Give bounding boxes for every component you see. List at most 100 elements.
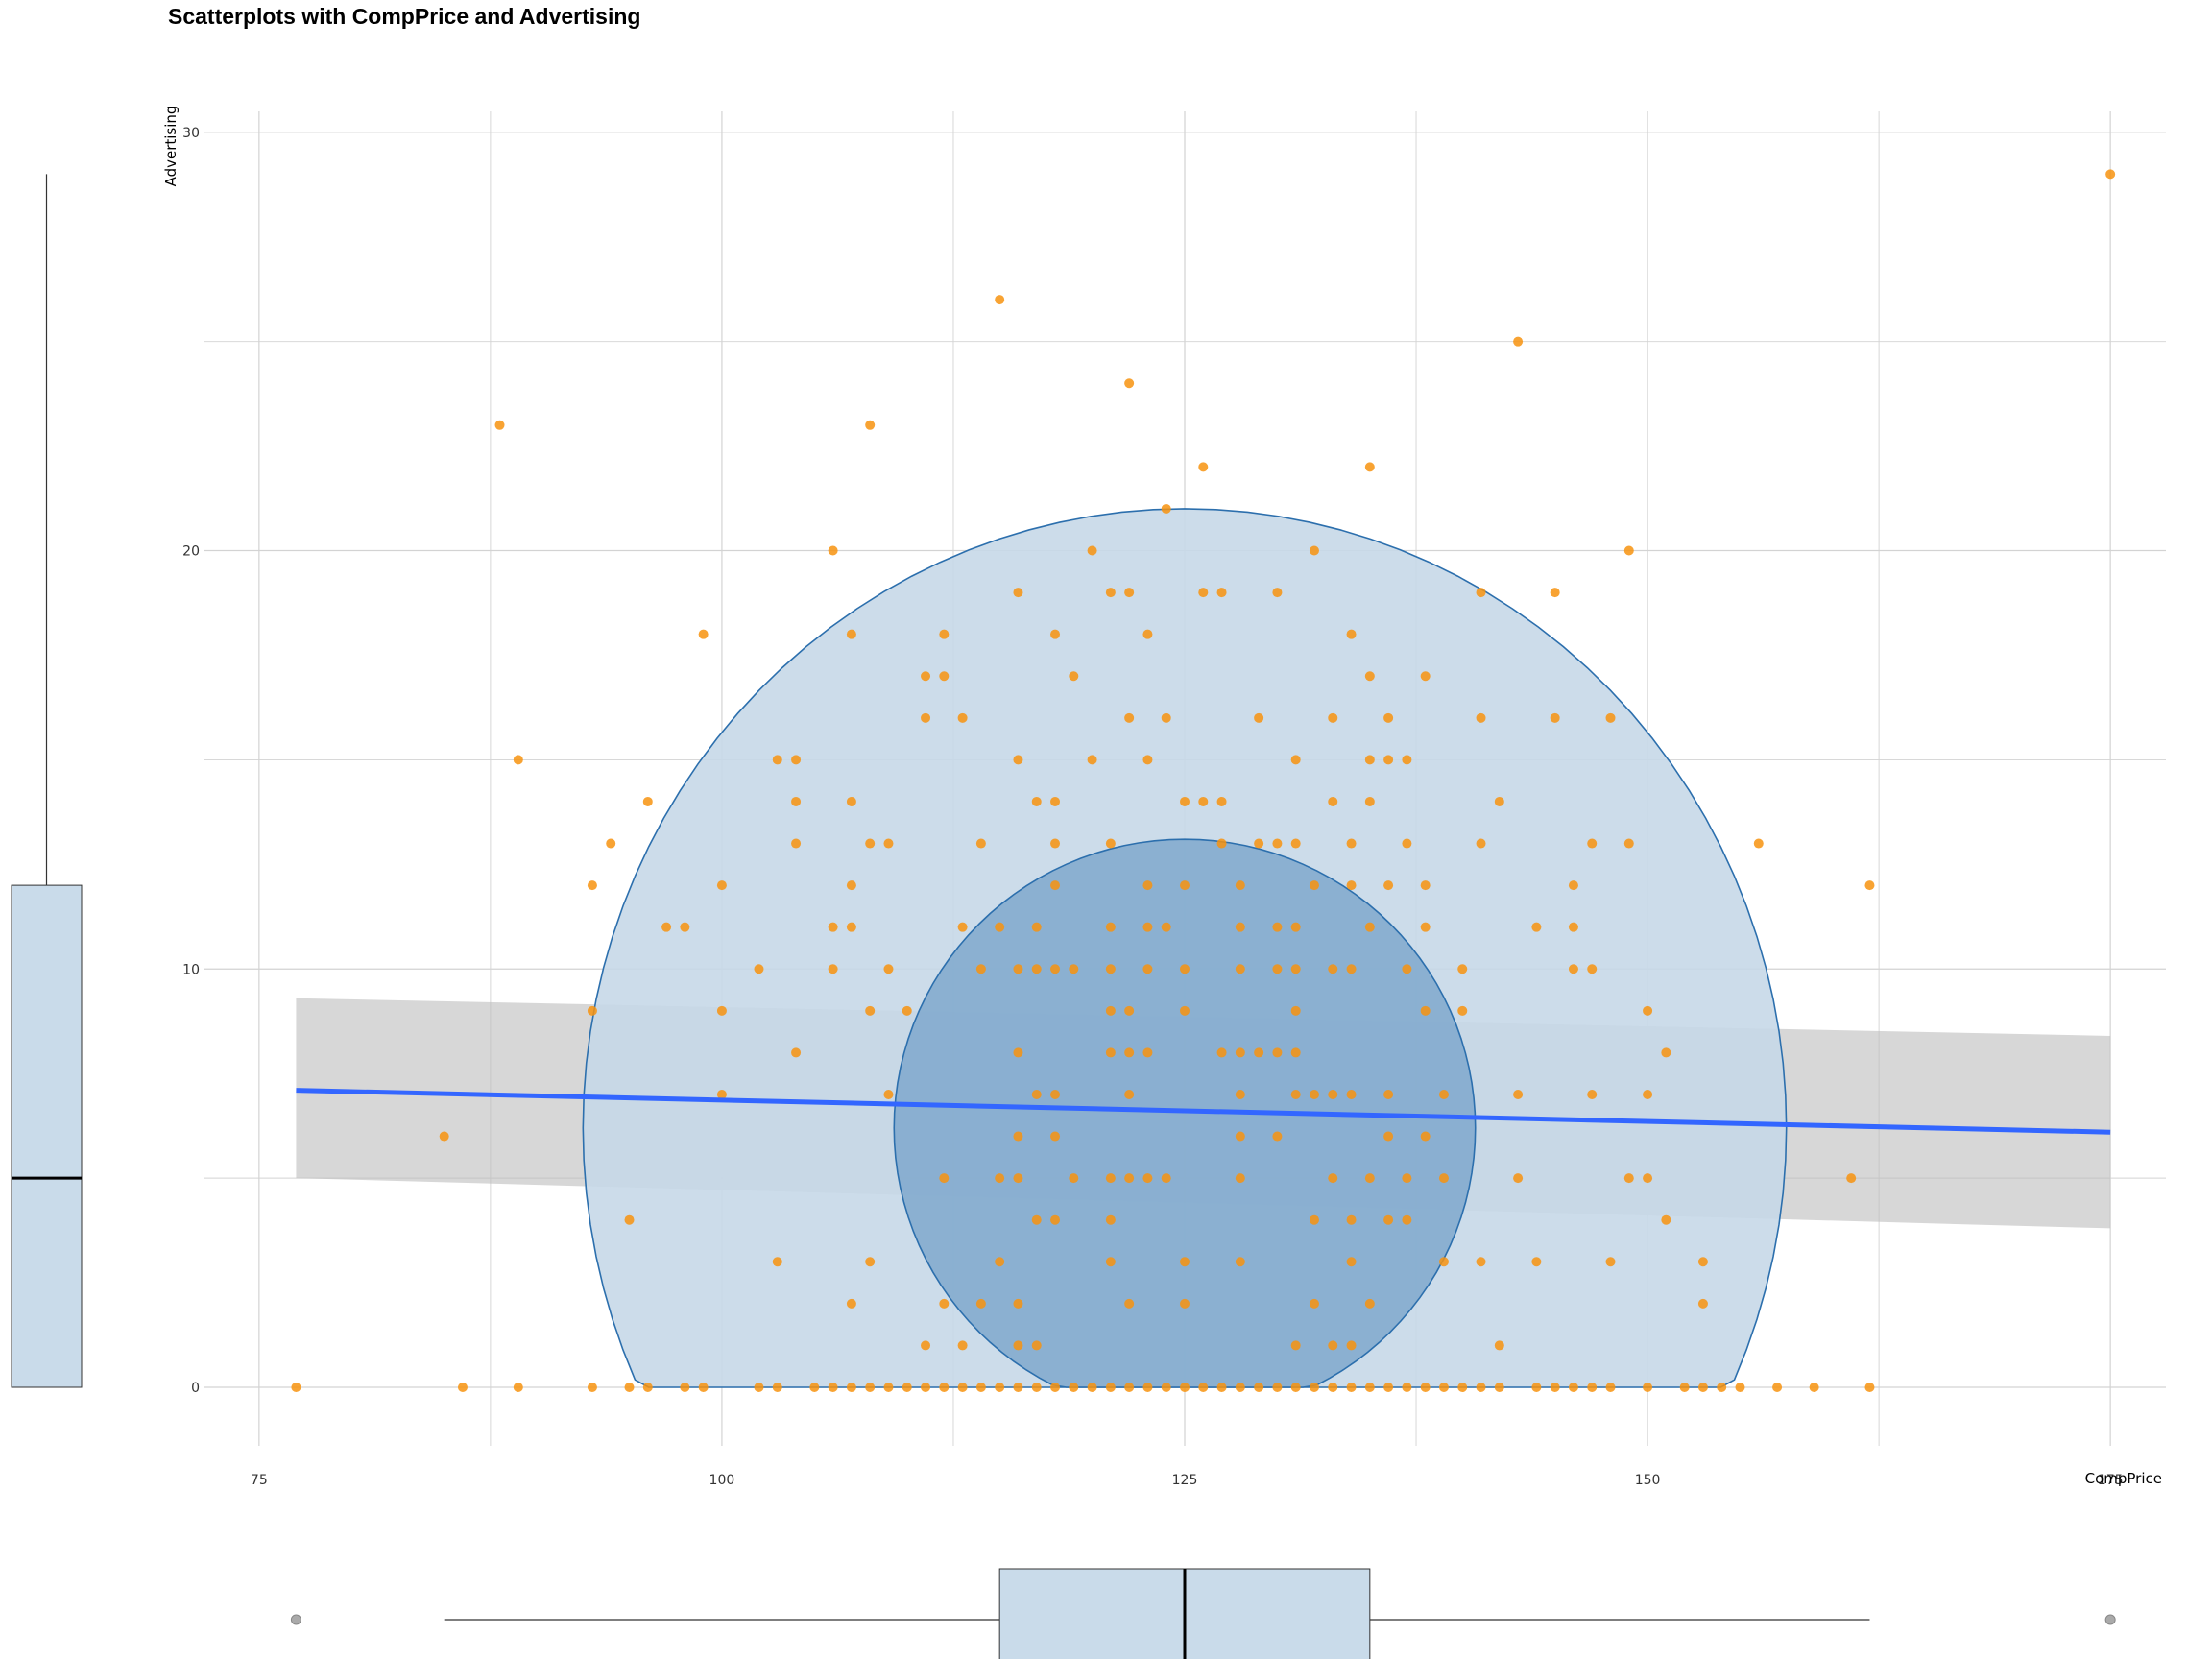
data-point <box>1142 922 1153 932</box>
data-point <box>1605 1257 1616 1267</box>
data-point <box>1050 880 1061 891</box>
data-point <box>1013 1298 1023 1309</box>
data-point <box>1290 1005 1301 1016</box>
data-point <box>995 295 1005 305</box>
y-box <box>11 884 83 1388</box>
data-point <box>1643 1089 1653 1099</box>
data-point <box>1013 1047 1023 1058</box>
data-point <box>1254 838 1264 849</box>
data-point <box>1346 964 1357 974</box>
data-point <box>1216 796 1227 806</box>
data-point <box>1476 1382 1486 1392</box>
data-point <box>1161 1382 1171 1392</box>
y-tick-label: 0 <box>191 1381 200 1396</box>
data-point <box>716 880 727 891</box>
data-point <box>1050 964 1061 974</box>
data-point <box>1290 1047 1301 1058</box>
data-point <box>1364 1382 1375 1392</box>
data-point <box>1568 964 1578 974</box>
data-point <box>1050 796 1061 806</box>
data-point <box>1364 1298 1375 1309</box>
data-point <box>1124 1298 1135 1309</box>
data-point <box>1457 964 1468 974</box>
data-point <box>1142 755 1153 765</box>
data-point <box>1383 712 1394 723</box>
data-point <box>939 671 950 682</box>
data-point <box>1235 964 1245 974</box>
data-point <box>1124 1089 1135 1099</box>
data-point <box>1402 1382 1412 1392</box>
data-point <box>1513 1173 1524 1184</box>
data-point <box>1309 1382 1319 1392</box>
data-point <box>1328 964 1338 974</box>
data-point <box>1272 964 1283 974</box>
data-point <box>624 1214 635 1225</box>
data-point <box>1476 712 1486 723</box>
data-point <box>1328 1382 1338 1392</box>
data-point <box>1364 671 1375 682</box>
data-point <box>1180 880 1190 891</box>
data-point <box>1235 922 1245 932</box>
data-point <box>1513 1089 1524 1099</box>
data-point <box>1050 1382 1061 1392</box>
data-point <box>957 1340 968 1351</box>
data-point <box>846 629 856 639</box>
data-point <box>1254 1382 1264 1392</box>
data-point <box>1272 838 1283 849</box>
data-point <box>1105 588 1116 598</box>
x-box-outlier <box>2104 1614 2116 1625</box>
data-point <box>939 1382 950 1392</box>
data-point <box>1272 922 1283 932</box>
x-marginal-boxplot <box>290 1568 2116 1659</box>
data-point <box>1328 1089 1338 1099</box>
data-point <box>716 1089 727 1099</box>
data-point <box>1235 1382 1245 1392</box>
data-point <box>1328 796 1338 806</box>
data-point <box>1142 629 1153 639</box>
data-point <box>1717 1382 1727 1392</box>
data-point <box>1309 1298 1319 1309</box>
data-point <box>1254 1047 1264 1058</box>
data-point <box>1809 1382 1819 1392</box>
data-point <box>1309 1214 1319 1225</box>
data-point <box>1364 922 1375 932</box>
data-point <box>1623 1173 1634 1184</box>
data-point <box>939 629 950 639</box>
data-point <box>883 838 894 849</box>
data-point <box>1290 964 1301 974</box>
data-point <box>957 712 968 723</box>
data-point <box>1050 629 1061 639</box>
data-point <box>1124 1382 1135 1392</box>
data-point <box>1568 1382 1578 1392</box>
data-point <box>1235 1047 1245 1058</box>
data-point <box>1235 1089 1245 1099</box>
data-point <box>921 1340 931 1351</box>
data-point <box>698 1382 709 1392</box>
data-point <box>772 1382 782 1392</box>
data-point <box>1402 1173 1412 1184</box>
data-point <box>1235 1131 1245 1142</box>
data-point <box>1124 1005 1135 1016</box>
data-point <box>661 922 672 932</box>
data-point <box>995 922 1005 932</box>
data-point <box>809 1382 820 1392</box>
data-point <box>1328 1173 1338 1184</box>
data-point <box>1216 1382 1227 1392</box>
data-point <box>1476 1257 1486 1267</box>
data-point <box>1438 1089 1449 1099</box>
data-point <box>1031 796 1042 806</box>
data-point <box>1513 336 1524 347</box>
data-point <box>1198 1382 1209 1392</box>
data-point <box>1531 922 1542 932</box>
data-point <box>1623 838 1634 849</box>
data-point <box>1254 712 1264 723</box>
data-point <box>1290 1382 1301 1392</box>
data-point <box>606 838 616 849</box>
data-point <box>1383 1382 1394 1392</box>
data-point <box>1420 1131 1431 1142</box>
data-point <box>1087 545 1097 556</box>
data-point <box>1180 1005 1190 1016</box>
data-point <box>2105 169 2116 180</box>
data-point <box>1124 1047 1135 1058</box>
data-point <box>1087 1382 1097 1392</box>
